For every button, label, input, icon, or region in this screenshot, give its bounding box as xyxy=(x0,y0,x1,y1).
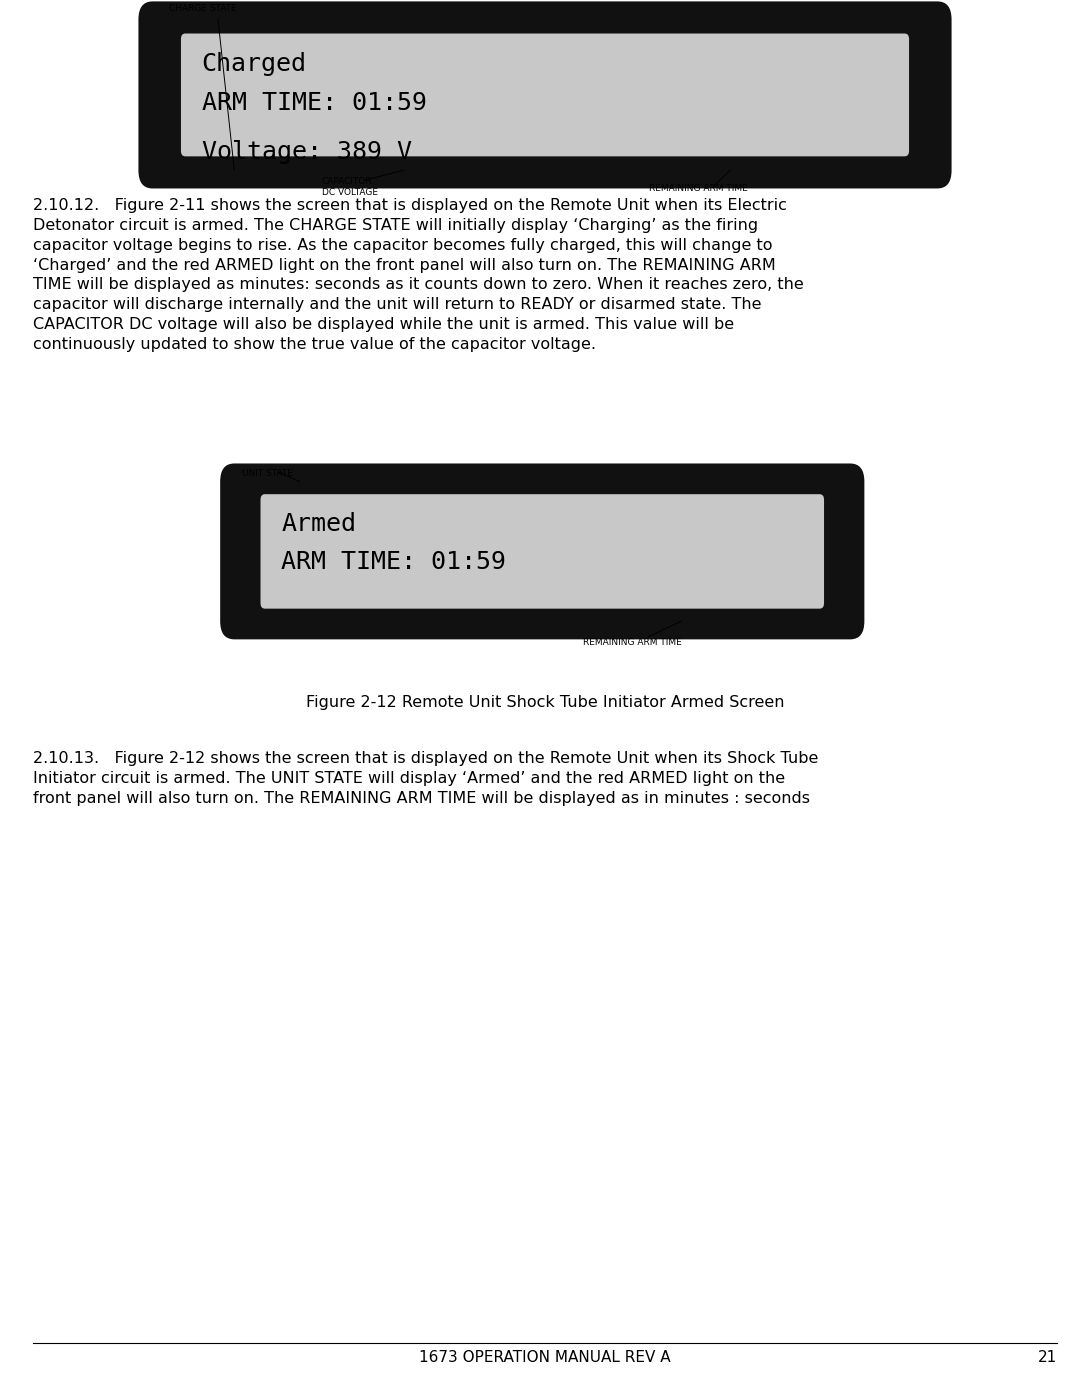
Text: Figure 2-12 Remote Unit Shock Tube Initiator Armed Screen: Figure 2-12 Remote Unit Shock Tube Initi… xyxy=(306,695,784,711)
Text: ARM TIME: 01:59: ARM TIME: 01:59 xyxy=(281,550,506,574)
Text: CHARGE STATE: CHARGE STATE xyxy=(169,4,237,13)
FancyBboxPatch shape xyxy=(220,463,864,639)
Text: ARM TIME: 01:59: ARM TIME: 01:59 xyxy=(202,91,426,114)
Text: 2.10.12.   Figure 2-11 shows the screen that is displayed on the Remote Unit whe: 2.10.12. Figure 2-11 shows the screen th… xyxy=(33,198,803,352)
Text: 2.10.13.   Figure 2-12 shows the screen that is displayed on the Remote Unit whe: 2.10.13. Figure 2-12 shows the screen th… xyxy=(33,751,819,805)
Text: Armed: Armed xyxy=(281,512,356,536)
Text: Charged: Charged xyxy=(202,52,306,75)
Text: UNIT STATE: UNIT STATE xyxy=(242,469,293,477)
Text: 1673 OPERATION MANUAL REV A: 1673 OPERATION MANUAL REV A xyxy=(420,1350,670,1365)
Text: 21: 21 xyxy=(1038,1350,1057,1365)
FancyBboxPatch shape xyxy=(261,494,824,609)
Text: CAPACITOR
DC VOLTAGE: CAPACITOR DC VOLTAGE xyxy=(322,177,377,197)
Text: Voltage: 389 V: Voltage: 389 V xyxy=(202,140,412,163)
Text: REMAINING ARM TIME: REMAINING ARM TIME xyxy=(649,184,748,193)
FancyBboxPatch shape xyxy=(181,34,909,156)
FancyBboxPatch shape xyxy=(138,1,952,188)
Text: REMAINING ARM TIME: REMAINING ARM TIME xyxy=(583,638,682,646)
